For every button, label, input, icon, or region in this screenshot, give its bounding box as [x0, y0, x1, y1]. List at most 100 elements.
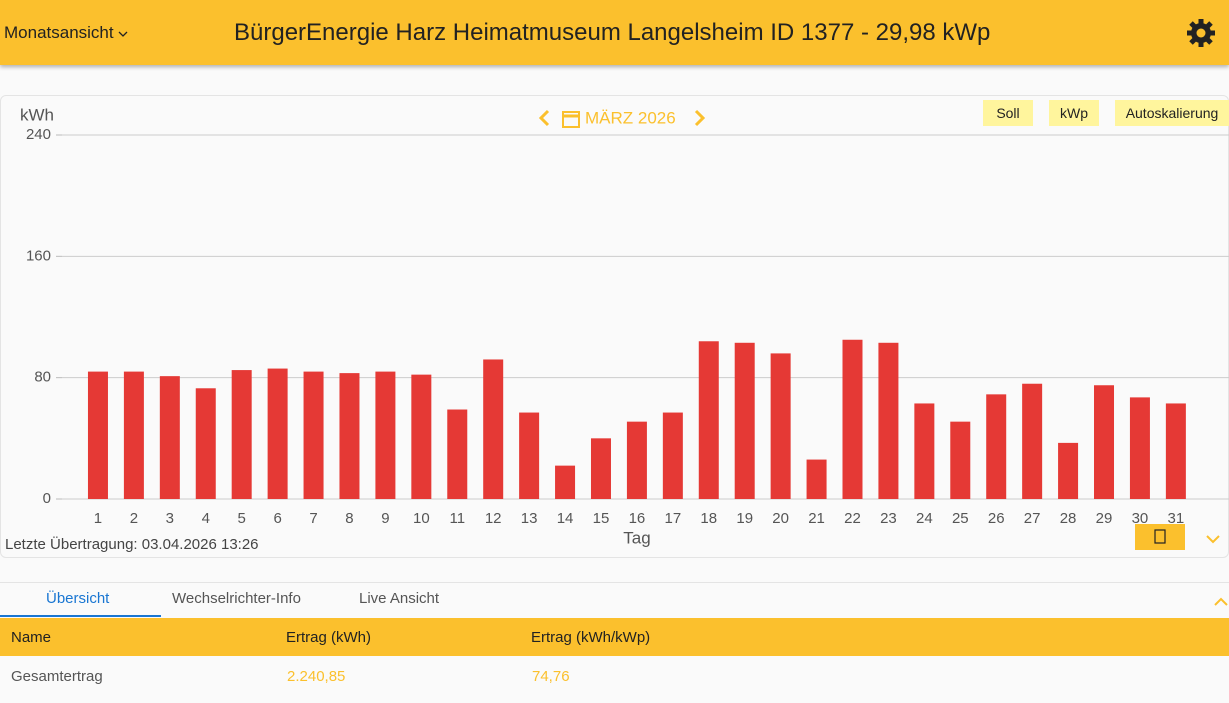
dropdown-icon	[118, 31, 128, 37]
pdf-icon	[1154, 529, 1166, 544]
y-tick-label: 0	[43, 490, 51, 507]
table-cell: 74,76	[532, 668, 570, 685]
column-header: Ertrag (kWh/kWp)	[531, 629, 651, 646]
x-tick-label: 3	[166, 510, 174, 527]
tab-indicator	[0, 615, 161, 617]
y-axis-label: kWh	[20, 105, 54, 124]
month-title: MÄRZ 2026	[585, 108, 676, 127]
x-tick-label: 26	[988, 510, 1005, 527]
table-header	[0, 618, 1229, 656]
bar	[590, 438, 611, 499]
bar	[878, 342, 899, 499]
x-axis-label: Tag	[623, 528, 650, 547]
bar	[698, 341, 719, 499]
x-tick-label: 9	[381, 510, 389, 527]
bar	[1129, 397, 1150, 499]
pdf-button[interactable]	[1135, 524, 1185, 550]
last-transfer: Letzte Übertragung: 03.04.2026 13:26	[5, 536, 259, 553]
x-tick-label: 19	[736, 510, 753, 527]
x-tick-label: 28	[1060, 510, 1077, 527]
bar	[195, 388, 216, 499]
x-tick-label: 8	[345, 510, 353, 527]
x-tick-label: 18	[700, 510, 717, 527]
x-tick-label: 4	[202, 510, 210, 527]
x-tick-label: 29	[1096, 510, 1113, 527]
bar	[159, 376, 180, 499]
x-tick-label: 7	[309, 510, 317, 527]
column-header: Ertrag (kWh)	[286, 629, 372, 646]
table-cell: 2.240,85	[287, 668, 346, 685]
autoscale-button[interactable]: Autoskalierung	[1115, 100, 1229, 126]
x-tick-label: 25	[952, 510, 969, 527]
x-tick-label: 6	[273, 510, 281, 527]
x-tick-label: 12	[485, 510, 502, 527]
bar	[950, 421, 971, 499]
kwp-button[interactable]: kWp	[1049, 100, 1099, 126]
x-tick-label: 2	[130, 510, 138, 527]
bar	[842, 339, 863, 499]
x-tick-label: 13	[521, 510, 538, 527]
x-tick-label: 14	[557, 510, 574, 527]
x-tick-label: 27	[1024, 510, 1041, 527]
y-tick-label: 80	[34, 369, 51, 386]
settings-icon[interactable]	[1186, 18, 1216, 48]
x-tick-label: 1	[94, 510, 102, 527]
bar	[1022, 383, 1043, 499]
bar	[1094, 385, 1115, 499]
bar	[87, 371, 108, 499]
bar	[519, 412, 540, 499]
bar	[483, 359, 504, 499]
bar	[267, 368, 288, 499]
bar	[339, 373, 360, 499]
bar	[986, 394, 1007, 499]
prev-month[interactable]	[538, 109, 550, 127]
tab-inverter[interactable]: Wechselrichter-Info	[172, 590, 301, 607]
x-tick-label: 15	[593, 510, 610, 527]
y-tick-label: 160	[26, 247, 51, 264]
x-tick-label: 17	[665, 510, 682, 527]
bar	[662, 412, 683, 499]
soll-button[interactable]: Soll	[983, 100, 1033, 126]
tab-overview[interactable]: Übersicht	[46, 590, 110, 607]
page-title: BürgerEnergie Harz Heimatmuseum Langelsh…	[234, 19, 991, 46]
x-tick-label: 23	[880, 510, 897, 527]
x-tick-label: 10	[413, 510, 430, 527]
next-month[interactable]	[694, 109, 706, 127]
y-tick-label: 240	[26, 126, 51, 143]
bar	[123, 371, 144, 499]
x-tick-label: 21	[808, 510, 825, 527]
column-header: Name	[11, 629, 52, 646]
x-tick-label: 11	[449, 510, 465, 527]
bar	[914, 403, 935, 499]
bar	[555, 465, 576, 499]
bar	[734, 342, 755, 499]
bar	[447, 409, 468, 499]
x-tick-label: 5	[238, 510, 246, 527]
bar	[303, 371, 324, 499]
bar	[626, 421, 647, 499]
x-tick-label: 31	[1168, 510, 1185, 527]
calendar-icon	[562, 111, 580, 128]
bar	[770, 353, 791, 499]
bar	[806, 459, 827, 499]
view-select-label: Monatsansicht	[4, 23, 114, 42]
tab-bar	[0, 582, 1229, 619]
bar	[231, 370, 252, 499]
collapse-chart[interactable]	[1205, 533, 1221, 545]
collapse-table[interactable]	[1213, 596, 1229, 608]
table-cell: Gesamtertrag	[11, 668, 103, 685]
x-tick-label: 30	[1132, 510, 1149, 527]
x-tick-label: 22	[844, 510, 861, 527]
tab-live[interactable]: Live Ansicht	[359, 590, 440, 607]
bar	[1165, 403, 1186, 499]
bar	[411, 374, 432, 499]
bar	[1058, 442, 1079, 499]
x-tick-label: 20	[772, 510, 789, 527]
x-tick-label: 16	[629, 510, 646, 527]
view-select[interactable]: Monatsansicht	[4, 23, 128, 43]
x-tick-label: 24	[916, 510, 933, 527]
bar	[375, 371, 396, 499]
